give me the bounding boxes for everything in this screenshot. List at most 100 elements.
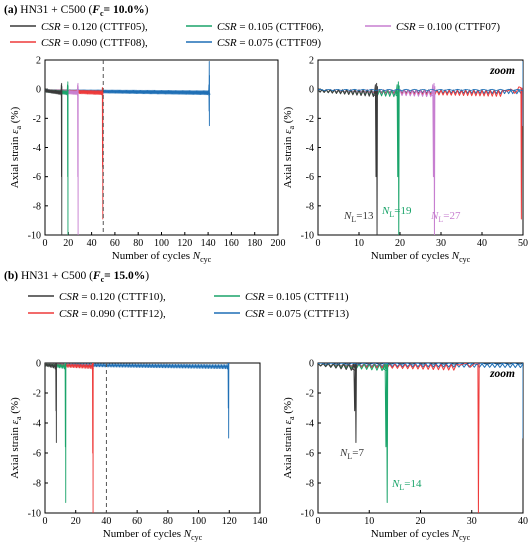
a-zoom-ytick-label: -2 [306,114,314,125]
b-full-xtick-label: 60 [132,516,142,527]
b-legend-label: CSR = 0.075 (CTTF13) [245,308,349,320]
a-zoom-ylabel: Axial strain εa (%) [282,106,296,188]
a-full-series-2 [45,81,69,235]
b-full-xtick-label: 40 [101,516,111,527]
a-full-series-group [45,61,211,235]
b-full-xtick-label: 100 [191,516,206,527]
a-full-plot: 0 20 40 60 80 100 120 140 160 180 20020-2-4-6-8-10… [9,56,286,265]
b-zoom-series-baseline [318,363,523,365]
a-zoom-ytick-label: 2 [309,56,314,67]
a-legend-label: CSR = 0.100 (CTTF07) [396,21,500,33]
b-title: (b) HN31 + C500 (Fc= 15.0%) [4,270,149,284]
b-zoom-xtick-label: 30 [467,516,477,527]
b-legend-item: CSR = 0.090 (CTTF12), [28,308,166,320]
a-full-series-4 [45,87,104,220]
b-zoom-tag: zoom [489,368,515,380]
b-zoom-series-1 [318,363,357,443]
b-zoom-ytick-label: -8 [306,479,314,490]
b-full-xtick-label: 20 [71,516,81,527]
a-legend-label: CSR = 0.105 (CTTF06), [217,21,324,33]
a-zoom-series-1 [318,82,378,235]
a-zoom-tag: zoom [489,65,515,77]
b-full-plot: 0 20 40 60 80 100 120 140 0 -2 -4 -6 -8 -10 Number of … [9,359,268,543]
a-zoom-xtick-label: 0 [316,238,321,249]
b-zoom-series-2 [318,363,389,503]
a-zoom-series-4 [318,86,523,220]
b-zoom-series-3 [318,363,480,513]
a-full-ytick-label: 2 [36,56,41,67]
b-full-ytick-label: 0 [36,359,41,370]
a-zoom-ytick-label: 0 [309,85,314,96]
a-legend-item: CSR = 0.090 (CTTF08), [10,37,148,49]
a-legend-item: CSR = 0.100 (CTTF07) [365,21,500,33]
b-full-xtick-label: 140 [253,516,268,527]
a-full-xtick-label: 120 [177,238,192,249]
b-full-xtick-label: 80 [163,516,173,527]
b-legend-item: CSR = 0.075 (CTTF13) [214,308,349,320]
a-zoom-xtick-label: 40 [477,238,487,249]
b-zoom-series-group [318,363,523,513]
a-zoom-annotation: NL=27 [430,210,461,224]
b-full-frame [44,362,261,514]
b-zoom-ytick-label: 0 [309,359,314,370]
b-full-xtick-label: 0 [43,516,48,527]
b-legend-label: CSR = 0.105 (CTTF11) [245,291,349,303]
b-zoom-annotation: NL=7 [339,447,364,461]
a-full-ytick-label: 0 [36,85,41,96]
a-full-ytick-label: -8 [33,201,41,212]
b-zoom-annotation: NL=14 [391,478,422,492]
b-full-ytick-label: -4 [33,419,41,430]
b-legend-item: CSR = 0.105 (CTTF11) [214,291,349,303]
a-full-xtick-label: 80 [133,238,143,249]
a-legend-label: CSR = 0.075 (CTTF09) [217,37,321,49]
a-full-ytick-label: -2 [33,114,41,125]
b-full-ytick-label: -8 [33,479,41,490]
a-zoom-series-group [318,60,523,235]
b-full-ytick-label: -2 [33,389,41,400]
b-zoom-ytick-label: -4 [306,419,314,430]
a-full-xtick-label: 160 [224,238,239,249]
b-zoom-xlabel: Number of cycles Ncyc [371,528,471,542]
a-legend-item: CSR = 0.075 (CTTF09) [186,37,321,49]
b-full-series-4 [45,363,230,439]
a-full-xlabel: Number of cycles Ncyc [112,250,212,264]
b-zoom-ytick-label: -10 [301,509,314,520]
b-zoom-ytick-label: -2 [306,389,314,400]
a-full-series-1 [45,82,63,235]
a-full-ylabel: Axial strain εa (%) [9,106,23,188]
b-zoom-xtick-label: 0 [316,516,321,527]
b-legend-label: CSR = 0.120 (CTTF10), [59,291,166,303]
a-zoom-xtick-label: 10 [354,238,364,249]
a-full-xtick-label: 200 [271,238,286,249]
a-title: (a) HN31 + C500 (Fc= 10.0%) [4,4,149,18]
a-zoom-xtick-label: 50 [518,238,528,249]
a-full-xtick-label: 140 [201,238,216,249]
b-full-ytick-label: -6 [33,449,41,460]
a-full-xtick-label: 100 [154,238,169,249]
a-legend-label: CSR = 0.090 (CTTF08), [41,37,148,49]
a-zoom-series-baseline [318,88,523,91]
b-zoom-series-4 [318,363,523,439]
b-full-ytick-label: -10 [28,509,41,520]
a-zoom-annotation: NL=19 [381,205,412,219]
a-legend-item: CSR = 0.105 (CTTF06), [186,21,324,33]
b-full-xlabel: Number of cycles Ncyc [103,528,203,542]
b-full-ylabel: Axial strain εa (%) [9,397,23,479]
b-zoom-ytick-label: -6 [306,449,314,460]
a-full-xtick-label: 60 [110,238,120,249]
b-legend-label: CSR = 0.090 (CTTF12), [59,308,166,320]
b-full-series-group [45,363,230,513]
a-full-xtick-label: 20 [63,238,73,249]
b-zoom-xtick-label: 20 [416,516,426,527]
a-full-ytick-label: -6 [33,172,41,183]
b-full-series-3 [45,363,94,513]
a-zoom-xlabel: Number of cycles Ncyc [371,250,471,264]
a-full-ytick-label: -4 [33,143,41,154]
b-zoom-ylabel: Axial strain εa (%) [282,397,296,479]
a-full-frame [44,59,279,236]
a-zoom-xtick-label: 30 [436,238,446,249]
a-full-ytick-label: -10 [28,231,41,242]
a-zoom-frame [317,59,524,236]
